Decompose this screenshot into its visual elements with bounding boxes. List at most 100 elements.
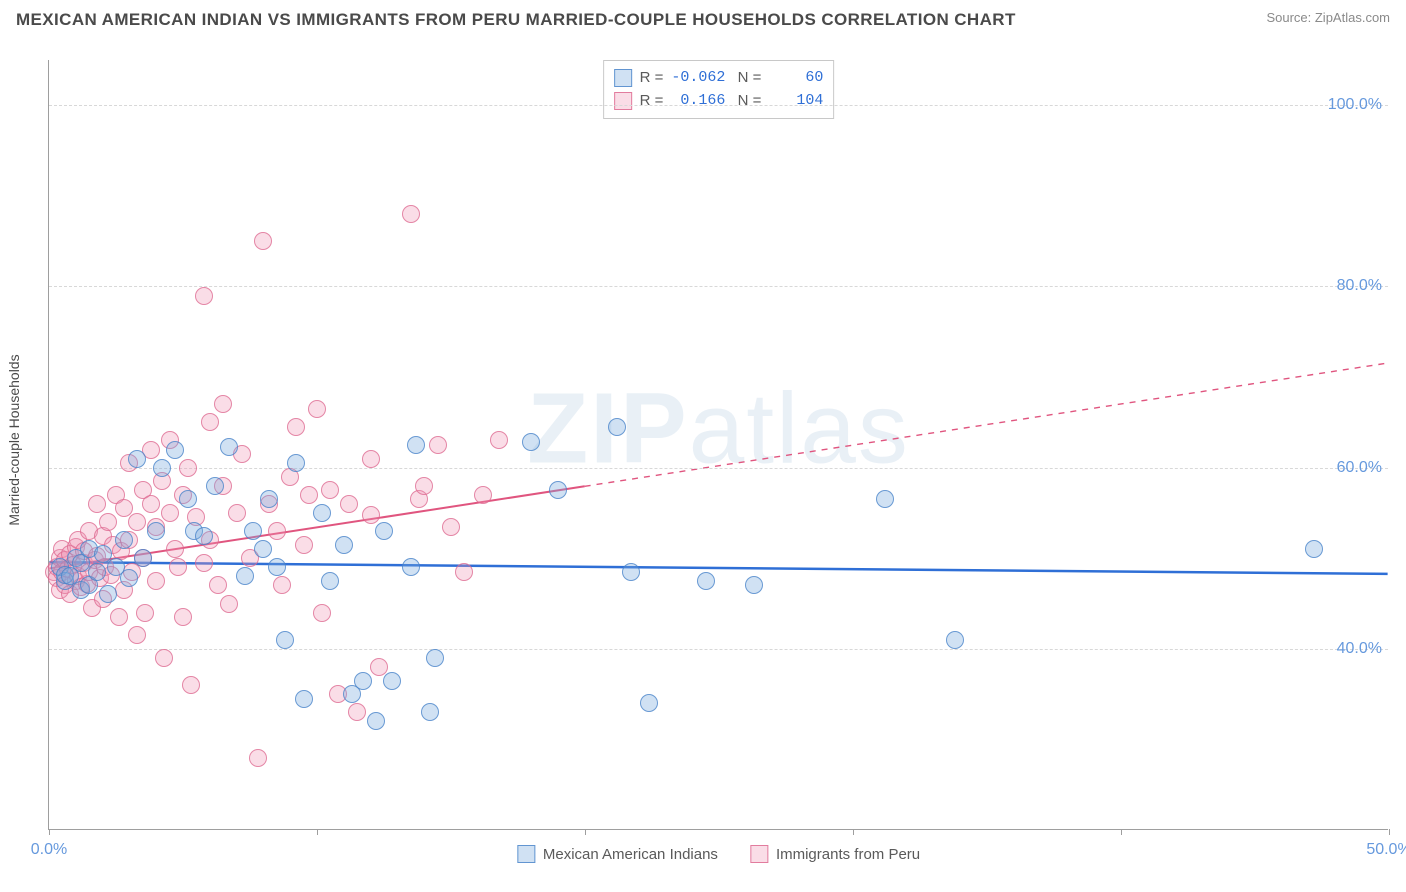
y-tick-label: 100.0% bbox=[1328, 96, 1382, 114]
scatter-point bbox=[622, 563, 640, 581]
scatter-point bbox=[1305, 540, 1323, 558]
scatter-point bbox=[201, 413, 219, 431]
scatter-point bbox=[876, 490, 894, 508]
scatter-point bbox=[407, 436, 425, 454]
chart-title: MEXICAN AMERICAN INDIAN VS IMMIGRANTS FR… bbox=[16, 10, 1016, 30]
scatter-point bbox=[402, 205, 420, 223]
scatter-point bbox=[155, 649, 173, 667]
scatter-point bbox=[474, 486, 492, 504]
swatch-pink-icon bbox=[614, 92, 632, 110]
scatter-point bbox=[110, 608, 128, 626]
scatter-point bbox=[640, 694, 658, 712]
y-axis-title: Married-couple Households bbox=[6, 354, 22, 525]
stats-row-pink: R = 0.166 N = 104 bbox=[614, 90, 824, 113]
scatter-point bbox=[697, 572, 715, 590]
y-tick-label: 40.0% bbox=[1337, 640, 1382, 658]
scatter-point bbox=[268, 522, 286, 540]
scatter-point bbox=[348, 703, 366, 721]
x-tick-label: 0.0% bbox=[31, 841, 67, 859]
x-tick-label: 50.0% bbox=[1366, 841, 1406, 859]
watermark: ZIPatlas bbox=[527, 372, 910, 487]
x-tick bbox=[317, 829, 318, 835]
scatter-point bbox=[166, 540, 184, 558]
x-tick bbox=[585, 829, 586, 835]
scatter-point bbox=[209, 576, 227, 594]
gridline bbox=[49, 468, 1388, 469]
scatter-point bbox=[142, 495, 160, 513]
scatter-point bbox=[273, 576, 291, 594]
y-tick-label: 60.0% bbox=[1337, 459, 1382, 477]
x-tick bbox=[1389, 829, 1390, 835]
scatter-point bbox=[522, 433, 540, 451]
legend-item-pink: Immigrants from Peru bbox=[750, 845, 920, 863]
scatter-point bbox=[429, 436, 447, 454]
scatter-point bbox=[295, 690, 313, 708]
scatter-point bbox=[206, 477, 224, 495]
scatter-point bbox=[300, 486, 318, 504]
r-value-pink: 0.166 bbox=[671, 90, 725, 113]
scatter-point bbox=[490, 431, 508, 449]
bottom-legend: Mexican American Indians Immigrants from… bbox=[517, 845, 920, 863]
scatter-point bbox=[179, 459, 197, 477]
scatter-point bbox=[287, 454, 305, 472]
scatter-point bbox=[147, 522, 165, 540]
scatter-point bbox=[321, 572, 339, 590]
scatter-point bbox=[166, 441, 184, 459]
scatter-point bbox=[115, 531, 133, 549]
scatter-point bbox=[442, 518, 460, 536]
scatter-point bbox=[88, 563, 106, 581]
scatter-point bbox=[220, 595, 238, 613]
scatter-point bbox=[128, 513, 146, 531]
gridline bbox=[49, 286, 1388, 287]
scatter-point bbox=[426, 649, 444, 667]
correlation-stats-box: R = -0.062 N = 60 R = 0.166 N = 104 bbox=[603, 60, 835, 119]
scatter-point bbox=[249, 749, 267, 767]
scatter-point bbox=[120, 569, 138, 587]
scatter-point bbox=[220, 438, 238, 456]
scatter-point bbox=[335, 536, 353, 554]
scatter-point bbox=[313, 604, 331, 622]
scatter-point bbox=[946, 631, 964, 649]
scatter-point bbox=[182, 676, 200, 694]
scatter-point bbox=[260, 490, 278, 508]
scatter-point bbox=[99, 585, 117, 603]
gridline bbox=[49, 649, 1388, 650]
scatter-point bbox=[362, 450, 380, 468]
scatter-point bbox=[308, 400, 326, 418]
scatter-point bbox=[383, 672, 401, 690]
scatter-point bbox=[295, 536, 313, 554]
scatter-point bbox=[147, 572, 165, 590]
scatter-point bbox=[174, 608, 192, 626]
scatter-point bbox=[254, 232, 272, 250]
scatter-point bbox=[549, 481, 567, 499]
scatter-point bbox=[228, 504, 246, 522]
scatter-point bbox=[455, 563, 473, 581]
scatter-point bbox=[745, 576, 763, 594]
scatter-point bbox=[276, 631, 294, 649]
scatter-chart: ZIPatlas R = -0.062 N = 60 R = 0.166 N =… bbox=[48, 60, 1388, 830]
swatch-pink-icon bbox=[750, 845, 768, 863]
x-tick bbox=[1121, 829, 1122, 835]
scatter-point bbox=[254, 540, 272, 558]
legend-label-pink: Immigrants from Peru bbox=[776, 846, 920, 863]
y-tick-label: 80.0% bbox=[1337, 277, 1382, 295]
scatter-point bbox=[161, 504, 179, 522]
scatter-point bbox=[169, 558, 187, 576]
legend-item-blue: Mexican American Indians bbox=[517, 845, 718, 863]
scatter-point bbox=[402, 558, 420, 576]
r-value-blue: -0.062 bbox=[671, 67, 725, 90]
scatter-point bbox=[321, 481, 339, 499]
scatter-point bbox=[236, 567, 254, 585]
scatter-point bbox=[136, 604, 154, 622]
stats-row-blue: R = -0.062 N = 60 bbox=[614, 67, 824, 90]
x-tick bbox=[853, 829, 854, 835]
scatter-point bbox=[287, 418, 305, 436]
scatter-point bbox=[362, 506, 380, 524]
scatter-point bbox=[367, 712, 385, 730]
scatter-point bbox=[153, 459, 171, 477]
scatter-point bbox=[354, 672, 372, 690]
n-label: N = bbox=[733, 67, 761, 90]
scatter-point bbox=[415, 477, 433, 495]
scatter-point bbox=[128, 626, 146, 644]
scatter-point bbox=[340, 495, 358, 513]
